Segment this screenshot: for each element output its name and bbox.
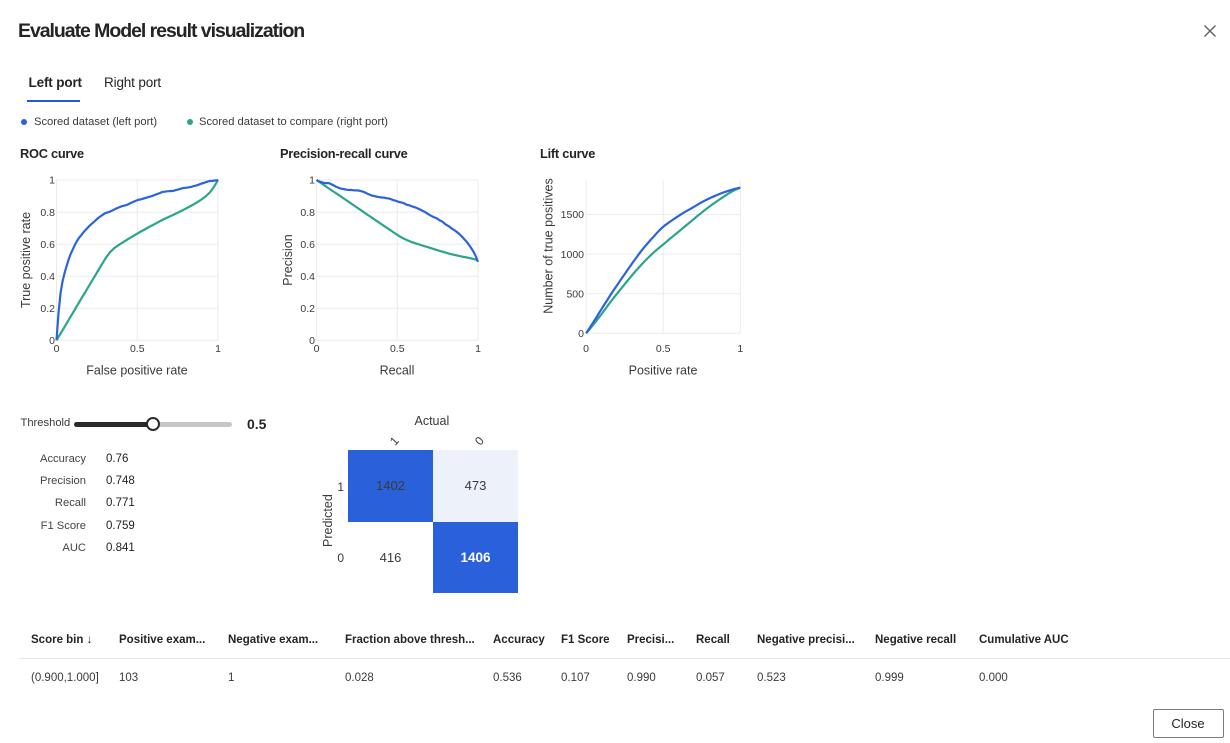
svg-text:1: 1	[215, 343, 221, 355]
svg-text:0.6: 0.6	[300, 239, 315, 251]
svg-text:500: 500	[566, 288, 584, 300]
svg-text:0: 0	[309, 335, 315, 347]
svg-text:0: 0	[578, 328, 584, 340]
svg-text:0: 0	[314, 343, 320, 355]
svg-text:0.4: 0.4	[40, 271, 55, 283]
svg-text:0.5: 0.5	[130, 343, 145, 355]
svg-text:0.5: 0.5	[656, 343, 671, 355]
svg-text:0: 0	[49, 335, 55, 347]
svg-text:0.5: 0.5	[390, 343, 405, 355]
svg-text:1: 1	[475, 343, 481, 355]
svg-text:0.6: 0.6	[40, 239, 55, 251]
svg-text:True positive rate: True positive rate	[20, 212, 33, 308]
svg-text:0.8: 0.8	[40, 207, 55, 219]
svg-text:0.2: 0.2	[40, 303, 55, 315]
svg-text:0.4: 0.4	[300, 271, 315, 283]
svg-text:Precision: Precision	[281, 234, 295, 285]
svg-text:1: 1	[49, 175, 55, 187]
svg-text:0.2: 0.2	[300, 303, 315, 315]
svg-text:1000: 1000	[561, 249, 585, 261]
svg-text:1500: 1500	[561, 209, 585, 221]
svg-text:0: 0	[54, 343, 60, 355]
svg-text:1: 1	[737, 343, 743, 355]
svg-text:0: 0	[583, 343, 589, 355]
svg-text:Recall: Recall	[380, 364, 415, 378]
svg-text:1: 1	[309, 175, 315, 187]
svg-text:0.8: 0.8	[300, 207, 315, 219]
svg-text:Positive rate: Positive rate	[629, 364, 698, 378]
svg-text:Number of true positives: Number of true positives	[542, 178, 556, 313]
svg-text:False positive rate: False positive rate	[86, 364, 187, 378]
